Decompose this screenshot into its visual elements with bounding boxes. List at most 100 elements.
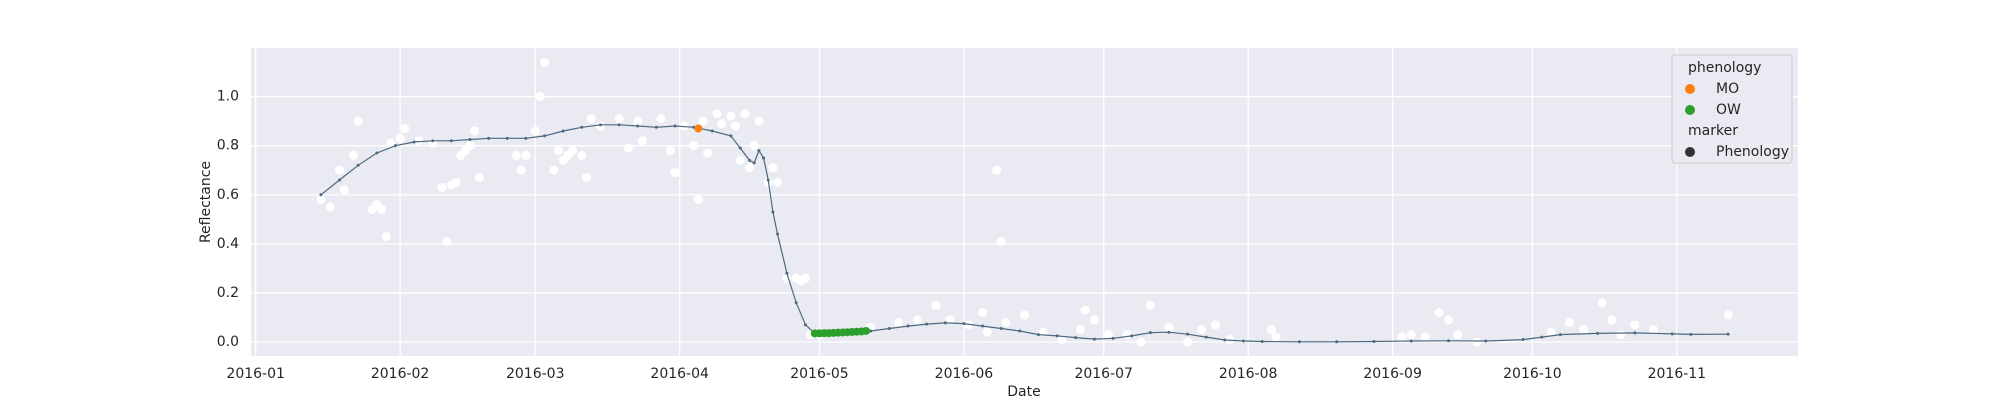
line-vertex — [1223, 338, 1227, 342]
x-tick-label: 2016-03 — [506, 366, 565, 382]
observation-point — [437, 182, 447, 192]
observation-point — [1434, 308, 1444, 318]
observation-point — [689, 141, 699, 151]
line-vertex — [1036, 333, 1040, 337]
x-tick-label: 2016-10 — [1503, 366, 1562, 382]
observation-point — [549, 165, 559, 175]
line-vertex — [431, 139, 435, 143]
line-vertex — [338, 178, 342, 182]
x-tick-label: 2016-08 — [1219, 366, 1278, 382]
observation-point — [577, 150, 587, 160]
line-vertex — [1484, 339, 1488, 343]
x-tick-label: 2016-09 — [1363, 366, 1422, 382]
observation-point — [1122, 330, 1132, 340]
phenology-point — [862, 326, 871, 335]
line-vertex — [1297, 340, 1301, 344]
observation-point — [745, 163, 755, 173]
line-vertex — [752, 161, 756, 165]
line-vertex — [505, 136, 509, 140]
observation-point — [931, 300, 941, 310]
line-vertex — [1689, 332, 1693, 336]
line-vertex — [999, 327, 1003, 331]
line-vertex — [1596, 331, 1600, 335]
x-tick-label: 2016-11 — [1648, 366, 1707, 382]
line-vertex — [636, 124, 640, 128]
observation-point — [978, 308, 988, 318]
x-tick-label: 2016-04 — [650, 366, 709, 382]
line-vertex — [766, 178, 770, 182]
y-tick-label: 0.2 — [217, 285, 239, 301]
line-vertex — [748, 158, 752, 162]
observation-point — [414, 136, 424, 146]
line-vertex — [794, 301, 798, 305]
observation-point — [735, 155, 745, 165]
observation-point — [996, 236, 1006, 246]
legend-marker — [1685, 105, 1695, 115]
line-vertex — [1633, 331, 1637, 335]
line-vertex — [1074, 336, 1078, 340]
observation-point — [982, 327, 992, 337]
line-vertex — [887, 327, 891, 331]
observation-point — [316, 195, 326, 205]
observation-point — [586, 114, 596, 124]
line-vertex — [1670, 332, 1674, 336]
line-vertex — [412, 140, 416, 144]
line-vertex — [757, 149, 761, 153]
line-vertex — [1018, 329, 1022, 333]
observation-point — [540, 57, 550, 67]
line-vertex — [1055, 334, 1059, 338]
observation-point — [1001, 317, 1011, 327]
observation-point — [693, 195, 703, 205]
x-tick-label: 2016-07 — [1074, 366, 1133, 382]
observation-point — [1397, 332, 1407, 342]
y-tick-label: 0.4 — [217, 236, 239, 252]
line-vertex — [580, 125, 584, 129]
line-vertex — [1540, 335, 1544, 339]
observation-point — [465, 141, 475, 151]
observation-point — [698, 116, 708, 126]
legend-marker — [1685, 147, 1695, 157]
observation-point — [712, 109, 722, 119]
observation-point — [656, 114, 666, 124]
legend: phenology MO OW marker Phenology — [1671, 54, 1793, 164]
observation-point — [945, 315, 955, 325]
line-vertex — [1558, 333, 1562, 337]
marks — [316, 57, 1733, 347]
observation-point — [1607, 315, 1617, 325]
line-vertex — [1335, 340, 1339, 344]
observation-point — [1597, 298, 1607, 308]
line-vertex — [762, 156, 766, 160]
observation-point — [376, 204, 386, 214]
y-tick-label: 0.0 — [217, 334, 239, 350]
observation-point — [325, 202, 335, 212]
observation-point — [637, 136, 647, 146]
observation-point — [353, 116, 363, 126]
line-vertex — [617, 123, 621, 127]
observation-point — [1211, 320, 1221, 330]
line-vertex — [1148, 331, 1152, 335]
observation-point — [992, 165, 1002, 175]
observation-point — [912, 315, 922, 325]
observation-point — [768, 163, 778, 173]
y-axis-label: Reflectance — [198, 161, 214, 243]
observation-point — [670, 168, 680, 178]
observation-point — [1225, 335, 1235, 345]
observation-point — [1266, 325, 1276, 335]
legend-label: Phenology — [1716, 144, 1789, 160]
observation-point — [1183, 337, 1193, 347]
observation-point — [349, 150, 359, 160]
line-vertex — [1447, 339, 1451, 343]
observation-point — [1136, 337, 1146, 347]
line-vertex — [468, 138, 472, 142]
x-tick-label: 2016-02 — [371, 366, 430, 382]
observation-point — [381, 231, 391, 241]
observation-point — [703, 148, 713, 158]
observation-point — [1630, 320, 1640, 330]
observation-point — [535, 92, 545, 102]
line-vertex — [1111, 336, 1115, 340]
observation-point — [1649, 325, 1659, 335]
line-vertex — [543, 134, 547, 138]
observation-point — [679, 121, 689, 131]
legend-label: MO — [1716, 81, 1739, 97]
